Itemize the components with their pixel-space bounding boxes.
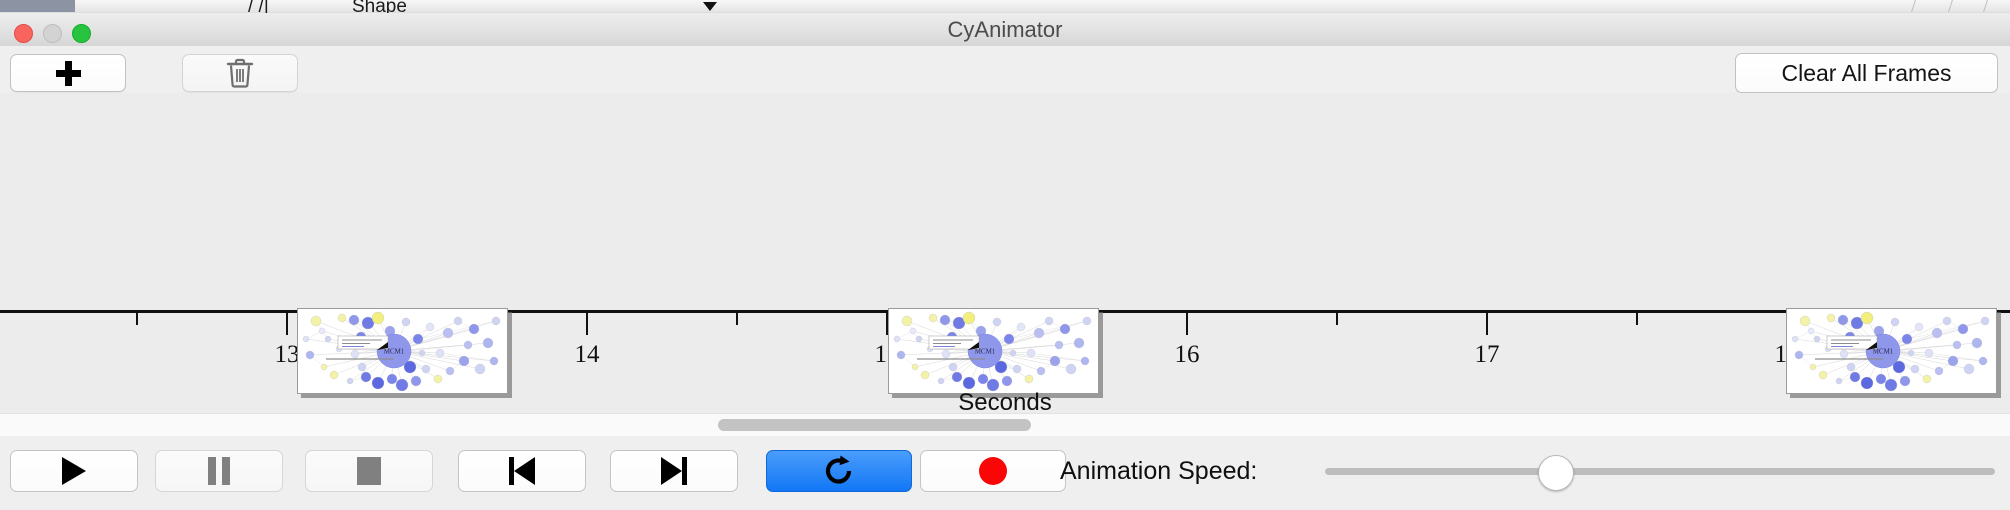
play-button[interactable]: [10, 450, 138, 492]
close-button[interactable]: [14, 24, 33, 43]
play-icon: [62, 457, 86, 485]
pause-icon: [208, 457, 230, 485]
axis-tick: [736, 313, 738, 325]
skip-back-icon: [509, 457, 535, 485]
animation-speed-slider[interactable]: [1325, 468, 1995, 475]
record-icon: [979, 457, 1007, 485]
plus-icon: [55, 60, 81, 86]
axis-tick-label: 13: [274, 341, 300, 368]
axis-tick-label: 17: [1474, 341, 1500, 368]
axis-tick-label: 16: [1174, 341, 1200, 368]
axis-tick: [586, 313, 588, 335]
timeline-scrollbar-thumb[interactable]: [718, 419, 1031, 431]
background-window-glyph: / /|: [248, 0, 269, 13]
axis-tick-label: 14: [574, 341, 600, 368]
background-window-cell: [400, 0, 1001, 12]
skip-to-start-button[interactable]: [458, 450, 586, 492]
frame-thumbnail-3[interactable]: MCM1: [1786, 308, 1997, 394]
stop-icon: [357, 457, 381, 485]
axis-tick: [1486, 313, 1488, 335]
svg-text:MCM1: MCM1: [384, 348, 405, 356]
loop-icon: [825, 455, 852, 484]
svg-text:MCM1: MCM1: [1873, 348, 1894, 356]
pause-button: [155, 450, 283, 492]
background-window-strip: / /| Shape: [0, 0, 2010, 13]
skip-to-end-button[interactable]: [610, 450, 738, 492]
frame-thumbnail-2[interactable]: MCM1: [888, 308, 1099, 394]
axis-tick: [886, 313, 888, 335]
zoom-button[interactable]: [72, 24, 91, 43]
axis-tick: [1636, 313, 1638, 325]
background-window-caret-icon: [703, 2, 717, 11]
minimize-button[interactable]: [43, 24, 62, 43]
delete-frame-button[interactable]: [182, 54, 298, 92]
title-bar: CyAnimator: [0, 13, 2010, 47]
animation-speed-slider-knob[interactable]: [1538, 455, 1574, 491]
background-window-cell: [180, 0, 241, 12]
window-title: CyAnimator: [947, 17, 1063, 42]
stop-button: [305, 450, 433, 492]
background-window-cell: [75, 0, 181, 12]
axis-tick: [136, 313, 138, 325]
clear-all-frames-button[interactable]: Clear All Frames: [1735, 53, 1998, 93]
svg-text:MCM1: MCM1: [975, 348, 996, 356]
add-frame-button[interactable]: [10, 54, 126, 92]
background-window-cell: [1000, 0, 2010, 12]
axis-tick: [1336, 313, 1338, 325]
background-window-selection: [0, 0, 75, 12]
trash-icon: [226, 58, 254, 88]
skip-forward-icon: [661, 457, 687, 485]
toolbar: Clear All Frames: [0, 46, 2010, 94]
playback-bar: Animation Speed:: [0, 436, 2010, 510]
frame-thumbnail-1[interactable]: MCM1: [297, 308, 508, 394]
axis-tick: [1186, 313, 1188, 335]
axis-title: Seconds: [958, 389, 1052, 413]
axis-tick: [286, 313, 288, 335]
loop-button[interactable]: [766, 450, 912, 492]
clear-all-frames-label: Clear All Frames: [1781, 59, 1952, 86]
record-button[interactable]: [920, 450, 1066, 492]
background-window-label: Shape: [352, 0, 407, 13]
animation-speed-label: Animation Speed:: [1060, 457, 1258, 485]
timeline-scrollbar[interactable]: [0, 413, 2010, 437]
